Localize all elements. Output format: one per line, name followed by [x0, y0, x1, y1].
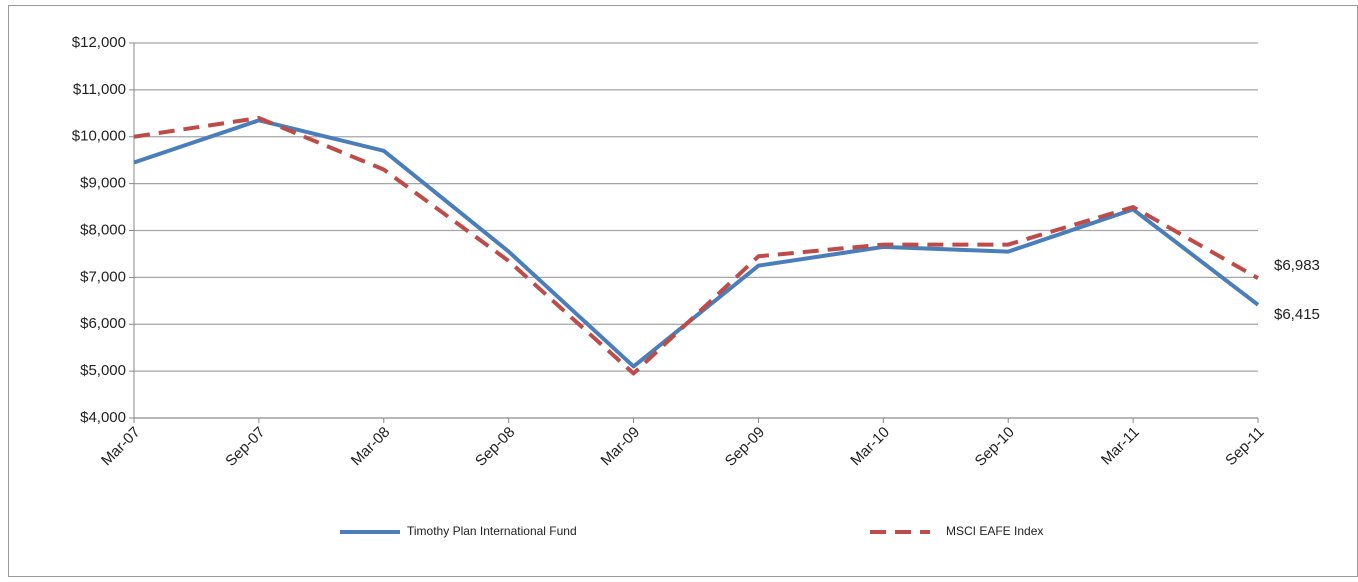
y-tick-label: $6,000 [80, 315, 126, 332]
y-tick-label: $5,000 [80, 362, 126, 379]
legend-label: MSCI EAFE Index [946, 524, 1043, 538]
y-tick-label: $12,000 [72, 34, 126, 51]
y-tick-label: $11,000 [73, 81, 126, 98]
y-tick-label: $10,000 [72, 128, 126, 145]
y-tick-label: $9,000 [80, 175, 126, 192]
legend-label: Timothy Plan International Fund [407, 524, 577, 538]
data-label: $6,415 [1274, 306, 1320, 323]
y-tick-label: $4,000 [80, 409, 126, 426]
data-label: $6,983 [1274, 257, 1320, 274]
legend: Timothy Plan International Fund MSCI EAFE… [340, 524, 1043, 538]
chart-frame [8, 5, 1358, 577]
y-tick-label: $7,000 [80, 268, 126, 285]
y-tick-label: $8,000 [80, 221, 126, 238]
series-line [133, 118, 1260, 369]
